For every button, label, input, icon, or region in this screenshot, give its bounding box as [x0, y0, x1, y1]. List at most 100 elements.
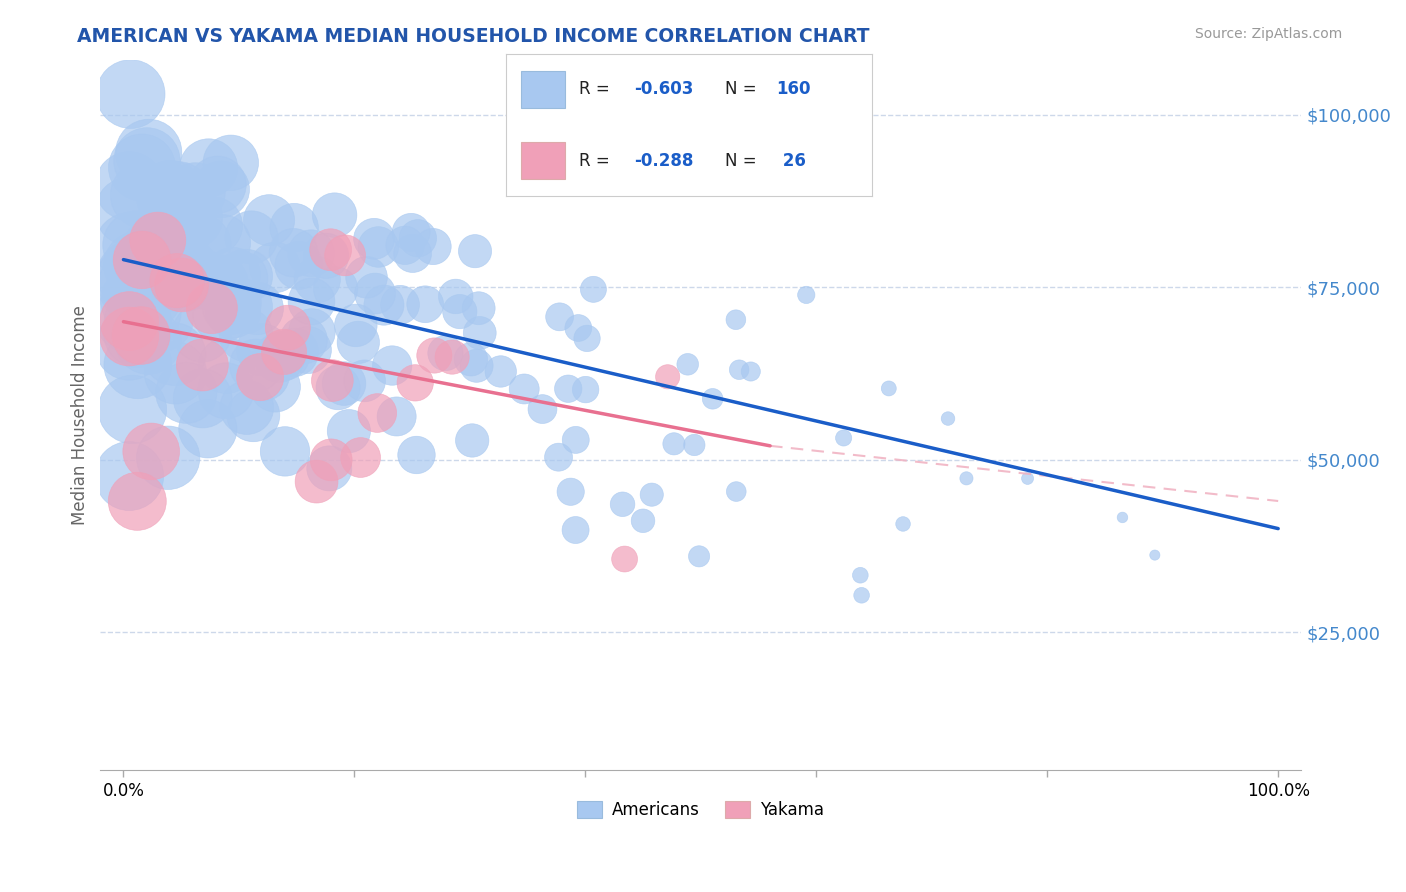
Point — [460, 352, 482, 367]
Point — [305, 475, 328, 489]
Point — [118, 204, 141, 219]
Point — [564, 523, 586, 537]
Point — [181, 211, 204, 225]
Point — [229, 271, 252, 285]
Point — [191, 392, 214, 406]
Point — [211, 235, 233, 250]
Point — [406, 231, 429, 245]
Point — [325, 282, 347, 296]
Point — [936, 411, 959, 425]
Point — [631, 514, 654, 528]
Point — [277, 320, 299, 334]
Point — [560, 484, 582, 499]
Point — [240, 230, 263, 244]
Point — [131, 252, 153, 267]
Point — [176, 274, 198, 288]
Point — [794, 288, 817, 302]
Point — [641, 488, 664, 502]
Point — [269, 351, 291, 365]
Point — [301, 325, 323, 339]
Point — [283, 220, 305, 235]
Point — [582, 282, 605, 296]
Point — [235, 269, 257, 284]
Point — [288, 259, 311, 273]
Point — [215, 384, 238, 398]
Point — [1017, 471, 1039, 485]
Point — [385, 409, 408, 424]
Point — [165, 366, 187, 380]
Point — [444, 289, 467, 303]
Point — [169, 225, 191, 239]
Point — [207, 178, 229, 192]
Point — [209, 182, 232, 196]
Point — [1143, 548, 1166, 562]
Point — [236, 401, 259, 415]
Point — [118, 329, 141, 343]
Point — [423, 349, 446, 363]
Point — [177, 263, 200, 277]
Point — [434, 346, 457, 360]
Text: N =: N = — [725, 152, 762, 169]
Point — [136, 153, 159, 168]
Point — [264, 380, 287, 394]
Point — [576, 331, 599, 345]
Point — [564, 433, 586, 447]
Point — [326, 381, 349, 395]
Point — [201, 301, 224, 315]
Point — [363, 232, 385, 246]
Point — [157, 450, 180, 465]
Point — [333, 248, 356, 262]
Point — [367, 240, 389, 254]
Point — [242, 409, 264, 423]
Point — [197, 161, 219, 175]
Point — [307, 273, 329, 287]
Point — [159, 185, 181, 199]
Point — [531, 402, 554, 417]
Point — [613, 552, 636, 566]
Point — [404, 376, 426, 390]
Point — [249, 370, 271, 384]
Point — [567, 321, 589, 335]
Point — [235, 328, 257, 343]
Point — [851, 588, 873, 602]
Point — [464, 244, 486, 259]
Point — [557, 382, 579, 396]
Point — [676, 357, 699, 371]
Text: 160: 160 — [776, 80, 811, 98]
Text: R =: R = — [579, 80, 616, 98]
Point — [118, 310, 141, 325]
Point — [165, 227, 187, 241]
Bar — [520, 70, 565, 108]
Point — [688, 549, 710, 564]
Point — [141, 444, 163, 458]
Point — [662, 437, 685, 451]
Point — [323, 208, 346, 222]
Point — [724, 312, 747, 326]
Point — [702, 392, 724, 406]
Point — [832, 431, 855, 445]
Point — [344, 318, 367, 333]
Point — [349, 450, 371, 465]
Point — [131, 161, 153, 175]
Point — [197, 422, 219, 436]
Text: N =: N = — [725, 80, 762, 98]
Y-axis label: Median Household Income: Median Household Income — [72, 305, 89, 524]
Point — [190, 237, 212, 252]
Point — [422, 239, 444, 253]
Point — [257, 213, 280, 227]
Point — [319, 243, 342, 257]
Point — [155, 273, 177, 287]
Point — [612, 497, 634, 511]
Point — [264, 260, 287, 275]
Text: 26: 26 — [776, 152, 806, 169]
Point — [321, 374, 343, 388]
Point — [321, 453, 343, 467]
Point — [405, 448, 427, 462]
Point — [127, 316, 149, 330]
Point — [273, 345, 295, 359]
Point — [467, 301, 489, 316]
Point — [728, 362, 751, 376]
Point — [222, 303, 245, 318]
Point — [138, 289, 160, 303]
Point — [849, 568, 872, 582]
